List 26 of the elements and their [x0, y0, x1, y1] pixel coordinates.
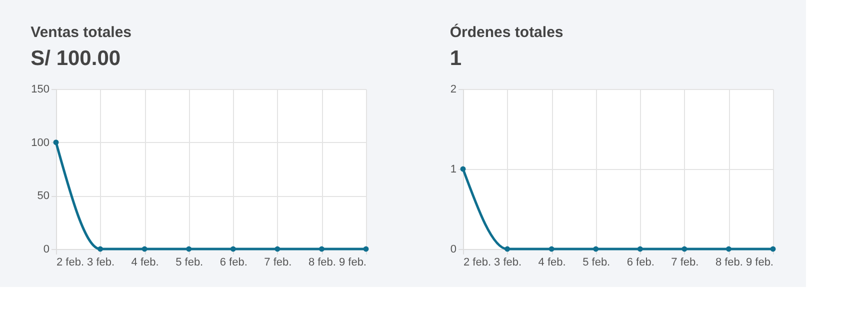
- x-tick-label: 6 feb.: [626, 256, 654, 268]
- x-tick-label: 5 feb.: [176, 256, 204, 268]
- x-tick-label: 6 feb.: [220, 256, 248, 268]
- chart-title: Ventas totales: [30, 24, 132, 41]
- x-tick-label: 7 feb.: [671, 256, 699, 268]
- x-tick-label: 9 feb.: [338, 256, 366, 268]
- y-tick-label: 2: [450, 84, 456, 96]
- y-tick-label: 150: [31, 84, 50, 96]
- x-tick-label: 8 feb.: [308, 256, 336, 268]
- x-tick-label: 9 feb.: [746, 256, 774, 268]
- x-tick-label: 8 feb.: [715, 256, 743, 268]
- y-tick-label: 1: [450, 164, 456, 176]
- chart-subtitle: S/ 100.00: [30, 47, 121, 70]
- x-tick-label: 7 feb.: [264, 256, 292, 268]
- chart-title: Órdenes totales: [450, 23, 564, 41]
- y-tick-label: 100: [31, 136, 50, 149]
- y-tick-label: 50: [37, 190, 50, 202]
- x-tick-label: 2 feb.: [56, 256, 84, 268]
- x-tick-label: 5 feb.: [582, 256, 610, 268]
- x-tick-label: 4 feb.: [538, 256, 566, 268]
- x-tick-label: 3 feb.: [87, 256, 115, 268]
- x-tick-label: 4 feb.: [131, 256, 159, 268]
- y-tick-label: 0: [450, 244, 456, 256]
- x-tick-label: 3 feb.: [494, 256, 522, 268]
- y-tick-label: 0: [43, 244, 50, 256]
- x-tick-label: 2 feb.: [464, 256, 492, 268]
